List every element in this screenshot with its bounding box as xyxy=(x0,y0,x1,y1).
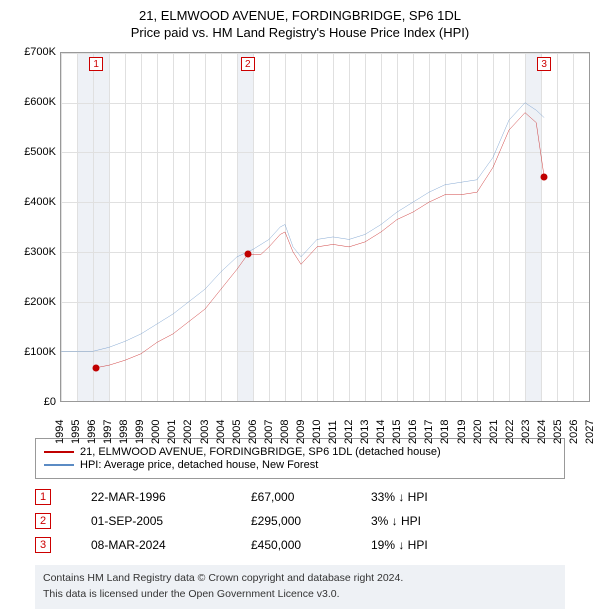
x-tick-label: 1999 xyxy=(134,420,146,444)
chart-marker-3: 3 xyxy=(537,57,551,71)
x-tick-label: 2021 xyxy=(488,420,500,444)
x-tick-label: 2006 xyxy=(247,420,259,444)
y-tick-label: £500K xyxy=(24,146,56,158)
x-tick-label: 2002 xyxy=(182,420,194,444)
container: 21, ELMWOOD AVENUE, FORDINGBRIDGE, SP6 1… xyxy=(0,0,600,609)
x-tick-label: 1998 xyxy=(118,420,130,444)
x-tick-label: 2003 xyxy=(199,420,211,444)
x-axis: 1994199519961997199819992000200120022003… xyxy=(60,402,590,432)
x-tick-label: 2011 xyxy=(327,420,339,444)
chart-marker-1: 1 xyxy=(89,57,103,71)
x-tick-label: 2017 xyxy=(423,420,435,444)
chart-marker-dot-2 xyxy=(244,251,251,258)
x-tick-label: 2026 xyxy=(568,420,580,444)
legend-row: 21, ELMWOOD AVENUE, FORDINGBRIDGE, SP6 1… xyxy=(44,446,556,458)
x-tick-label: 2022 xyxy=(504,420,516,444)
y-tick-label: £0 xyxy=(44,396,56,408)
legend-label: HPI: Average price, detached house, New … xyxy=(80,459,318,471)
x-tick-label: 2023 xyxy=(520,420,532,444)
marker-num: 3 xyxy=(35,537,51,553)
footer-attribution: Contains HM Land Registry data © Crown c… xyxy=(35,565,565,609)
marker-diff: 19% ↓ HPI xyxy=(371,538,471,552)
x-tick-label: 2004 xyxy=(215,420,227,444)
x-tick-label: 2016 xyxy=(407,420,419,444)
price-chart: £0£100K£200K£300K£400K£500K£600K£700K 12… xyxy=(10,52,590,432)
marker-diff: 3% ↓ HPI xyxy=(371,514,471,528)
marker-price: £450,000 xyxy=(251,538,331,552)
y-tick-label: £200K xyxy=(24,296,56,308)
x-tick-label: 2013 xyxy=(359,420,371,444)
x-tick-label: 1996 xyxy=(86,420,98,444)
x-tick-label: 2024 xyxy=(536,420,548,444)
y-tick-label: £100K xyxy=(24,346,56,358)
chart-marker-dot-1 xyxy=(93,364,100,371)
x-tick-label: 1995 xyxy=(70,420,82,444)
x-tick-label: 2020 xyxy=(472,420,484,444)
marker-date: 01-SEP-2005 xyxy=(91,514,211,528)
legend-row: HPI: Average price, detached house, New … xyxy=(44,459,556,471)
y-tick-label: £600K xyxy=(24,96,56,108)
line-property xyxy=(96,113,544,368)
y-axis: £0£100K£200K£300K£400K£500K£600K£700K xyxy=(10,52,60,402)
chart-lines xyxy=(61,53,589,401)
x-tick-label: 2015 xyxy=(391,420,403,444)
marker-date: 22-MAR-1996 xyxy=(91,490,211,504)
x-tick-label: 2014 xyxy=(375,420,387,444)
page-title: 21, ELMWOOD AVENUE, FORDINGBRIDGE, SP6 1… xyxy=(0,8,600,23)
chart-marker-dot-3 xyxy=(541,174,548,181)
x-tick-label: 2027 xyxy=(584,420,596,444)
plot-area: 1 2 3 xyxy=(60,52,590,402)
marker-table-row: 2 01-SEP-2005 £295,000 3% ↓ HPI xyxy=(35,509,565,533)
marker-num: 2 xyxy=(35,513,51,529)
x-tick-label: 2007 xyxy=(263,420,275,444)
marker-num: 1 xyxy=(35,489,51,505)
y-tick-label: £300K xyxy=(24,246,56,258)
x-tick-label: 2005 xyxy=(231,420,243,444)
marker-table-row: 3 08-MAR-2024 £450,000 19% ↓ HPI xyxy=(35,533,565,557)
x-tick-label: 2000 xyxy=(150,420,162,444)
header: 21, ELMWOOD AVENUE, FORDINGBRIDGE, SP6 1… xyxy=(0,0,600,44)
x-tick-label: 2018 xyxy=(439,420,451,444)
x-tick-label: 1997 xyxy=(102,420,114,444)
legend: 21, ELMWOOD AVENUE, FORDINGBRIDGE, SP6 1… xyxy=(35,438,565,479)
legend-label: 21, ELMWOOD AVENUE, FORDINGBRIDGE, SP6 1… xyxy=(80,446,441,458)
y-tick-label: £700K xyxy=(24,46,56,58)
page-subtitle: Price paid vs. HM Land Registry's House … xyxy=(0,25,600,40)
marker-diff: 33% ↓ HPI xyxy=(371,490,471,504)
x-tick-label: 2001 xyxy=(166,420,178,444)
marker-table: 122-MAR-1996£67,00033% ↓ HPI201-SEP-2005… xyxy=(35,485,565,557)
footer-line1: Contains HM Land Registry data © Crown c… xyxy=(43,571,557,587)
marker-price: £67,000 xyxy=(251,490,331,504)
x-tick-label: 1994 xyxy=(54,420,66,444)
footer-line2: This data is licensed under the Open Gov… xyxy=(43,587,557,603)
gridline-vertical xyxy=(589,53,590,401)
marker-table-row: 1 22-MAR-1996 £67,000 33% ↓ HPI xyxy=(35,485,565,509)
line-hpi xyxy=(61,103,544,352)
marker-price: £295,000 xyxy=(251,514,331,528)
legend-swatch xyxy=(44,464,74,466)
chart-marker-2: 2 xyxy=(241,57,255,71)
x-tick-label: 2019 xyxy=(456,420,468,444)
x-tick-label: 2025 xyxy=(552,420,564,444)
x-tick-label: 2008 xyxy=(279,420,291,444)
y-tick-label: £400K xyxy=(24,196,56,208)
x-tick-label: 2009 xyxy=(295,420,307,444)
x-tick-label: 2012 xyxy=(343,420,355,444)
x-tick-label: 2010 xyxy=(311,420,323,444)
marker-date: 08-MAR-2024 xyxy=(91,538,211,552)
legend-swatch xyxy=(44,451,74,453)
